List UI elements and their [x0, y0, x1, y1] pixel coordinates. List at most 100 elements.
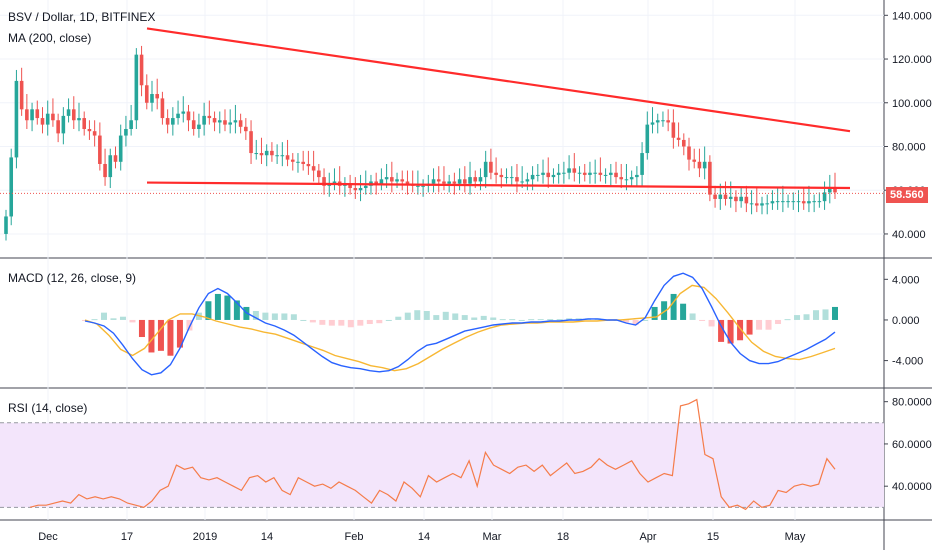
- rsi-indicator-label[interactable]: RSI (14, close): [8, 401, 88, 415]
- candle-body: [676, 137, 681, 140]
- candle-body: [697, 161, 702, 169]
- macd-histogram-bar: [642, 319, 649, 321]
- macd-histogram-bar: [148, 319, 155, 353]
- macd-histogram-bar: [670, 293, 677, 320]
- candle-body: [254, 153, 259, 155]
- candle-body: [786, 201, 790, 203]
- macd-histogram-bar: [803, 314, 810, 320]
- candle-body: [807, 201, 811, 204]
- candle-body: [14, 80, 19, 158]
- macd-histogram-bar: [566, 318, 573, 320]
- candle-body: [530, 174, 535, 180]
- macd-tick-label: 0.000: [892, 315, 920, 327]
- candle-body: [40, 118, 45, 125]
- macd-histogram-bar: [461, 315, 468, 320]
- candle-body: [765, 203, 770, 205]
- candle-body: [520, 181, 524, 183]
- macd-histogram-bar: [262, 312, 269, 320]
- candle-body: [645, 124, 650, 154]
- candle-body: [655, 120, 660, 123]
- candle-body: [176, 113, 180, 119]
- candle-body: [202, 115, 206, 125]
- macd-histogram-bar: [224, 295, 231, 320]
- macd-histogram-bar: [727, 319, 734, 344]
- candle-body: [494, 172, 498, 175]
- candle-body: [118, 135, 123, 162]
- macd-histogram-bar: [281, 313, 288, 320]
- macd-histogram-bar: [414, 310, 421, 320]
- candle-body: [212, 118, 217, 123]
- rsi-band: [0, 422, 884, 508]
- macd-histogram-bar: [157, 319, 164, 351]
- candle-body: [405, 181, 410, 184]
- price-tick-label: 40.000: [892, 229, 926, 241]
- candle-body: [603, 174, 608, 176]
- macd-histogram-bar: [499, 319, 506, 321]
- price-tick-label: 80.000: [892, 141, 926, 153]
- candle-body: [322, 177, 326, 186]
- macd-histogram-bar: [442, 311, 449, 320]
- candle-body: [582, 172, 587, 175]
- symbol-title[interactable]: BSV / Dollar, 1D, BITFINEX: [8, 10, 156, 24]
- candle-body: [400, 179, 405, 182]
- trendline: [146, 181, 851, 190]
- candle-body: [436, 179, 441, 182]
- macd-histogram-bar: [347, 319, 354, 328]
- candle-body: [567, 168, 571, 173]
- candle-body: [197, 124, 201, 129]
- macd-histogram-bar: [575, 318, 582, 320]
- candle-body: [51, 113, 55, 121]
- macd-histogram-bar: [784, 319, 791, 321]
- candle-body: [577, 172, 582, 174]
- candle-body: [478, 177, 483, 182]
- price-tick-label: 120.000: [892, 54, 932, 66]
- candle-body: [770, 201, 775, 204]
- time-tick-label: 14: [418, 531, 430, 543]
- macd-histogram-bar: [100, 312, 107, 320]
- candle-body: [363, 185, 368, 189]
- candle-body: [546, 172, 551, 178]
- candle-body: [129, 120, 133, 129]
- candle-body: [775, 201, 780, 203]
- ma-indicator-label[interactable]: MA (200, close): [8, 31, 92, 45]
- macd-histogram-bar: [357, 319, 364, 326]
- macd-histogram-bar: [385, 319, 392, 321]
- price-tick-label: 100.000: [892, 98, 932, 110]
- candle-body: [593, 172, 597, 174]
- candle-body: [134, 54, 139, 121]
- candle-body: [457, 179, 462, 184]
- candle-body: [217, 120, 222, 123]
- candle-body: [483, 161, 488, 178]
- macd-histogram-bar: [452, 313, 459, 320]
- candle-body: [30, 109, 34, 121]
- macd-histogram-bar: [651, 306, 658, 320]
- candle-body: [687, 146, 691, 160]
- candle-body: [113, 155, 118, 162]
- macd-histogram-bar: [186, 319, 193, 331]
- last-price-tag: 58.560: [886, 187, 928, 203]
- candle-body: [754, 203, 759, 206]
- rsi-tick-label: 60.0000: [892, 439, 932, 451]
- macd-histogram-bar: [328, 319, 335, 326]
- macd-histogram-bar: [737, 319, 744, 341]
- macd-histogram-bar: [205, 301, 212, 320]
- candle-body: [796, 201, 801, 203]
- candle-body: [332, 181, 337, 184]
- candle-body: [25, 109, 29, 121]
- macd-histogram-bar: [794, 315, 801, 320]
- macd-histogram-bar: [490, 317, 497, 320]
- candle-layer: [0, 45, 884, 241]
- macd-histogram-bar: [423, 311, 430, 320]
- rsi-tick-label: 80.0000: [892, 397, 932, 409]
- candle-body: [551, 174, 556, 178]
- signal-line: [84, 284, 836, 372]
- candle-body: [749, 203, 754, 205]
- macd-indicator-label[interactable]: MACD (12, 26, close, 9): [8, 271, 137, 285]
- macd-layer: [82, 272, 838, 376]
- candle-body: [285, 155, 290, 160]
- macd-histogram-bar: [480, 315, 487, 320]
- candle-body: [536, 174, 540, 176]
- candle-body: [588, 172, 592, 175]
- macd-histogram-bar: [556, 319, 563, 321]
- macd-histogram-bar: [813, 310, 820, 320]
